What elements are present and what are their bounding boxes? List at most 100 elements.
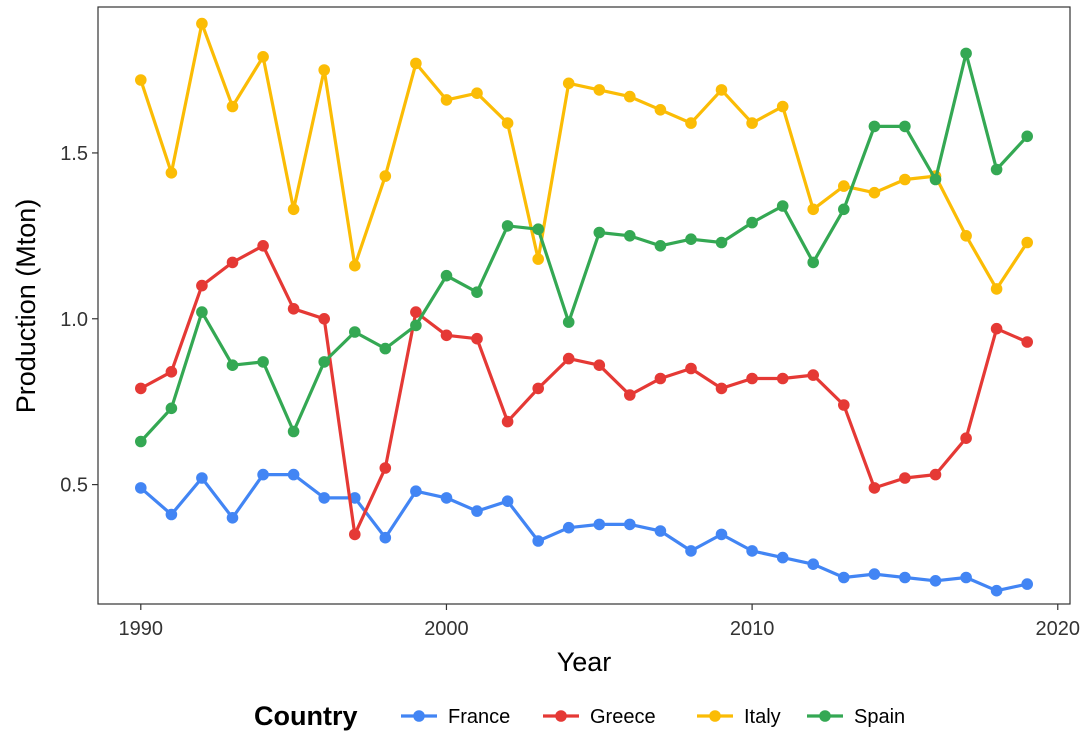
data-point-spain <box>715 236 728 249</box>
data-point-greece <box>501 415 514 428</box>
data-point-greece <box>532 382 544 395</box>
data-point-italy <box>838 180 850 192</box>
data-point-greece <box>287 303 300 315</box>
data-point-spain <box>868 120 881 133</box>
data-point-france <box>287 468 300 481</box>
legend: Country France Greece Italy Spain <box>254 701 905 731</box>
data-point-italy <box>593 84 606 96</box>
data-point-spain <box>471 286 483 299</box>
data-point-greece <box>379 462 392 474</box>
data-point-italy <box>685 117 697 129</box>
data-point-greece <box>562 352 575 365</box>
data-point-france <box>226 512 239 524</box>
data-point-greece <box>899 472 911 484</box>
data-point-spain <box>1021 130 1033 143</box>
data-point-spain <box>807 256 819 269</box>
data-point-greece <box>624 389 636 401</box>
data-point-greece <box>715 382 728 395</box>
data-point-greece <box>838 399 850 411</box>
data-point-spain <box>318 356 331 368</box>
data-point-spain <box>257 356 269 368</box>
legend-title: Country <box>254 701 358 731</box>
data-point-italy <box>532 253 544 265</box>
data-point-france <box>257 468 269 481</box>
series-spain <box>135 47 1033 448</box>
legend-label-spain: Spain <box>854 706 905 728</box>
data-point-italy <box>257 51 269 63</box>
data-point-italy <box>868 186 881 199</box>
data-point-greece <box>593 359 606 372</box>
data-point-spain <box>899 120 911 133</box>
x-tick-label: 2010 <box>730 618 775 640</box>
y-tick-label: 0.5 <box>60 475 88 497</box>
data-point-france <box>349 492 361 504</box>
data-point-france <box>562 521 575 534</box>
data-point-spain <box>135 435 147 448</box>
data-point-spain <box>929 173 942 186</box>
data-point-greece <box>165 366 178 378</box>
data-point-france <box>960 571 972 584</box>
legend-marker-italy <box>709 710 721 722</box>
data-point-greece <box>776 372 789 385</box>
data-point-greece <box>960 432 972 445</box>
series-france <box>135 468 1033 597</box>
data-point-italy <box>960 230 972 242</box>
data-point-italy <box>746 117 758 129</box>
data-point-greece <box>929 468 942 481</box>
data-point-spain <box>501 220 514 232</box>
y-axis-title: Production (Mton) <box>11 199 41 414</box>
data-point-spain <box>287 425 300 438</box>
data-point-greece <box>1021 336 1033 348</box>
data-point-france <box>776 551 789 564</box>
data-point-spain <box>165 402 178 415</box>
data-point-italy <box>501 117 514 129</box>
data-point-greece <box>410 306 422 318</box>
data-point-spain <box>990 163 1003 176</box>
data-point-france <box>868 568 881 580</box>
data-point-italy <box>1021 236 1033 249</box>
data-point-spain <box>379 342 392 355</box>
x-axis-ticks: 1990 2000 2010 2020 <box>119 604 1080 640</box>
data-point-italy <box>624 90 636 103</box>
data-point-france <box>318 492 331 504</box>
x-tick-label: 2000 <box>424 618 469 640</box>
data-point-italy <box>196 17 208 30</box>
data-point-france <box>501 495 514 508</box>
data-point-greece <box>226 256 239 269</box>
data-point-greece <box>685 362 697 375</box>
data-point-france <box>593 518 606 531</box>
data-point-greece <box>746 372 758 385</box>
legend-marker-spain <box>819 710 831 722</box>
data-point-italy <box>471 87 483 99</box>
y-tick-label: 1.5 <box>60 143 88 165</box>
data-point-spain <box>593 226 606 239</box>
x-axis-title: Year <box>557 647 612 677</box>
data-point-france <box>532 535 544 547</box>
data-point-spain <box>960 47 972 60</box>
data-point-france <box>624 518 636 531</box>
data-point-italy <box>715 84 728 96</box>
data-point-greece <box>654 372 667 385</box>
data-point-france <box>838 571 850 584</box>
data-point-spain <box>685 233 697 245</box>
data-point-italy <box>379 170 392 182</box>
data-point-spain <box>838 203 850 216</box>
x-tick-label: 2020 <box>1036 618 1081 640</box>
legend-marker-france <box>413 710 425 722</box>
data-point-greece <box>990 322 1003 335</box>
data-point-italy <box>318 64 331 76</box>
data-point-france <box>685 545 697 557</box>
data-point-france <box>196 472 208 484</box>
data-point-greece <box>807 369 819 381</box>
legend-label-france: France <box>448 706 510 728</box>
data-point-italy <box>654 104 667 116</box>
data-point-france <box>715 528 728 541</box>
data-point-spain <box>226 359 239 372</box>
data-point-greece <box>868 482 881 494</box>
data-point-greece <box>196 279 208 292</box>
data-point-france <box>471 505 483 517</box>
data-point-france <box>135 482 147 494</box>
data-point-spain <box>440 269 453 282</box>
data-point-greece <box>349 528 361 541</box>
